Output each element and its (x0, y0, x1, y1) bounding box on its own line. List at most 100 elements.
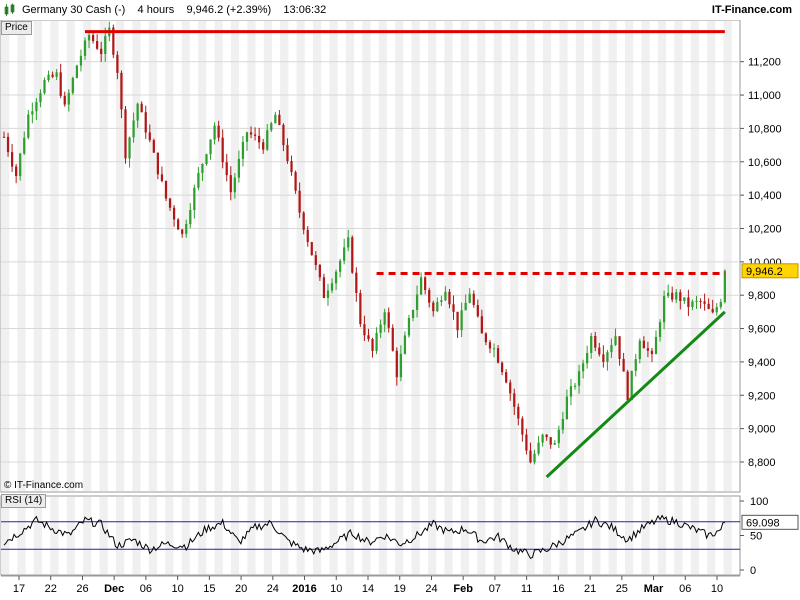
candle-body (91, 35, 95, 42)
candle-body (71, 77, 74, 93)
candle-body (622, 358, 625, 372)
day-stripe (641, 21, 650, 491)
candle-body (367, 335, 370, 339)
chart-title: Germany 30 Cash (-) 4 hours 9,946.2 (+2.… (22, 4, 326, 16)
candle-body (581, 363, 585, 372)
day-stripe (165, 497, 174, 574)
candle-body (55, 72, 58, 77)
support-trendline (545, 310, 726, 479)
last-price-badge (741, 263, 799, 279)
rsi-panel-label: RSI (14) (1, 494, 47, 508)
candle-body (156, 152, 160, 175)
candle-body (675, 292, 678, 300)
candle-body (100, 48, 103, 54)
day-stripe (17, 21, 26, 491)
x-tick-label: 26 (76, 583, 88, 595)
candle-body (590, 335, 593, 353)
candle-body (545, 434, 548, 438)
candle-body (27, 114, 30, 138)
copyright-text: © IT-Finance.com (4, 480, 84, 491)
price-tick-label: 10,400 (748, 190, 782, 202)
candle-body (707, 303, 710, 309)
candle-body (411, 309, 415, 318)
price-tick-label: 11,000 (748, 90, 781, 102)
candle-body (79, 55, 83, 66)
candle-body (35, 102, 38, 112)
candle-body (87, 35, 91, 41)
candle-body (371, 338, 374, 352)
day-stripe (50, 497, 59, 574)
candle-body (480, 316, 483, 334)
rsi-value-badge (741, 514, 799, 530)
x-tick-label: 10 (172, 583, 184, 595)
candle-body (715, 307, 718, 313)
price-tick-label: 10,800 (748, 123, 782, 135)
day-stripe (493, 21, 502, 491)
candle-body (695, 300, 698, 302)
candle-body (326, 290, 330, 298)
candle-body (375, 332, 378, 352)
day-stripe (247, 497, 256, 574)
candle-body (258, 135, 261, 143)
day-stripe (263, 21, 272, 491)
candle-body (75, 65, 79, 78)
candle-body (573, 385, 577, 387)
candle-body (10, 152, 14, 167)
candle-body (703, 301, 706, 304)
day-stripe (608, 21, 617, 491)
x-tick-label: 17 (13, 583, 25, 595)
day-stripe (1, 21, 10, 491)
candle-body (189, 210, 192, 225)
price-change: 9,946.2 (+2.39%) (186, 4, 272, 16)
candle-body (23, 137, 26, 154)
candle-body (120, 72, 123, 110)
x-tick-label: 10 (330, 583, 342, 595)
day-stripe (674, 497, 683, 574)
day-stripe (148, 21, 158, 491)
day-stripe (510, 497, 519, 574)
day-stripe (460, 497, 470, 574)
day-stripe (592, 21, 601, 491)
candle-body (43, 79, 46, 94)
x-tick-label: 20 (235, 583, 247, 595)
candle-body (488, 342, 492, 349)
candle-body (496, 348, 500, 363)
day-stripe (575, 21, 584, 491)
price-tick-label: 9,200 (748, 390, 776, 402)
candle-body (363, 324, 366, 336)
day-stripe (444, 21, 453, 491)
day-stripe (214, 497, 223, 574)
candle-body (294, 172, 297, 191)
price-tick-label: 8,800 (748, 457, 776, 469)
day-stripe (313, 497, 322, 574)
day-stripe (230, 21, 240, 491)
candle-body (205, 154, 208, 165)
day-stripe (1, 497, 10, 574)
day-stripe (362, 497, 371, 574)
day-stripe (263, 497, 272, 574)
candle-body (460, 310, 463, 331)
x-tick-label: 15 (203, 583, 215, 595)
candle-body (19, 153, 22, 177)
x-tick-label: 21 (584, 583, 596, 595)
candle-body (541, 434, 544, 443)
day-stripe (427, 497, 437, 574)
candle-body (245, 132, 249, 142)
day-stripe (625, 21, 634, 491)
candle-body (96, 41, 99, 49)
candle-body (642, 340, 645, 349)
candle-body (610, 345, 613, 353)
price-panel-label: Price (1, 21, 32, 35)
rsi-tick-label: 50 (750, 531, 762, 543)
day-stripe (115, 21, 125, 491)
candle-body (15, 166, 18, 177)
day-stripe (378, 497, 387, 574)
candle-body (586, 352, 589, 364)
candle-body (116, 54, 119, 73)
candle-body (290, 161, 293, 173)
candle-body (557, 429, 560, 444)
day-stripe (723, 21, 732, 491)
candle-body (569, 386, 573, 397)
candle-body (630, 370, 633, 401)
candle-body (687, 297, 690, 308)
